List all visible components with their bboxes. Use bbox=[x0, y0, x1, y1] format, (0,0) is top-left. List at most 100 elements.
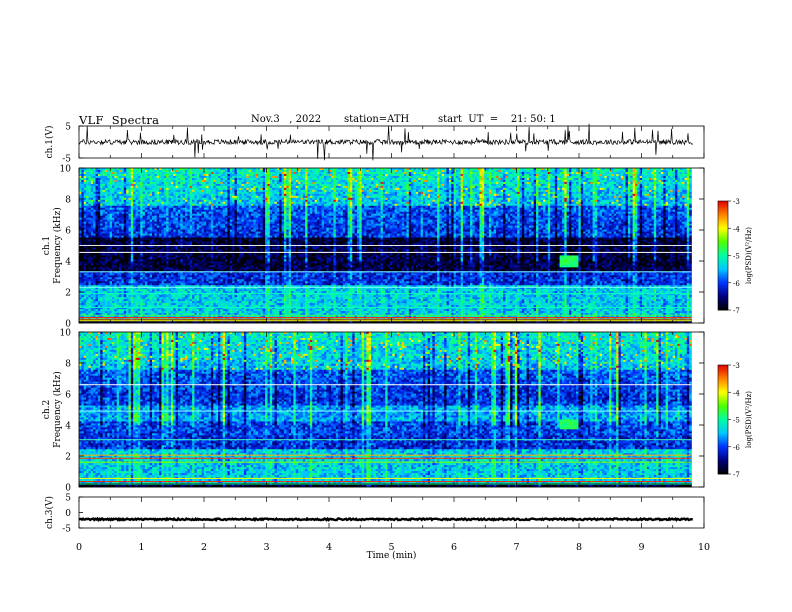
spectrogram-cell bbox=[298, 174, 301, 176]
spectrogram-cell bbox=[510, 184, 513, 186]
spectrogram-cell bbox=[190, 180, 193, 182]
spectrogram-cell bbox=[607, 172, 610, 174]
spectrogram-cell bbox=[88, 174, 91, 176]
spectrogram-cell bbox=[409, 190, 412, 192]
spectrogram-cell bbox=[152, 190, 155, 192]
spectrogram-cell bbox=[677, 184, 680, 186]
spectrogram-cell bbox=[100, 172, 103, 174]
spectrogram-cell bbox=[411, 172, 414, 174]
spectrogram-cell bbox=[352, 170, 355, 172]
spectrogram-cell bbox=[136, 172, 139, 174]
spectrogram-cell bbox=[404, 176, 407, 178]
spectrogram-cell bbox=[359, 174, 362, 176]
spectrogram-cell bbox=[152, 184, 155, 186]
spectrogram-cell bbox=[150, 186, 153, 188]
spectrogram-cell bbox=[340, 196, 343, 198]
spectrogram-cell bbox=[93, 184, 96, 186]
spectrogram-cell bbox=[169, 180, 172, 182]
spectrogram-cell bbox=[491, 192, 494, 194]
spectrogram-cell bbox=[187, 170, 190, 172]
spectrogram-cell bbox=[343, 178, 346, 180]
spectrogram-cell bbox=[140, 192, 143, 194]
spectrogram-cell bbox=[553, 174, 556, 176]
spectrogram-cell bbox=[406, 172, 409, 174]
spectrogram-cell bbox=[585, 182, 588, 184]
spectrogram-cell bbox=[180, 182, 183, 184]
spectrogram-cell bbox=[136, 194, 139, 196]
spectrogram-cell bbox=[315, 178, 318, 180]
spectrogram-cell bbox=[147, 182, 150, 184]
spectrogram-cell bbox=[145, 172, 148, 174]
spectrogram-cell bbox=[581, 184, 584, 186]
spectrogram-cell bbox=[121, 180, 124, 182]
spectrogram-cell bbox=[242, 196, 245, 198]
spectrogram-cell bbox=[225, 172, 228, 174]
spectrogram-cell bbox=[242, 184, 245, 186]
spectrogram-cell bbox=[637, 174, 640, 176]
spectrogram-cell bbox=[355, 186, 358, 188]
spectrogram-cell bbox=[350, 176, 353, 178]
spectrogram-cell bbox=[322, 176, 325, 178]
spectrogram-cell bbox=[84, 186, 87, 188]
spectrogram-cell bbox=[348, 176, 351, 178]
spectrogram-cell bbox=[555, 188, 558, 190]
spectrogram-cell bbox=[670, 182, 673, 184]
spectrogram-cell bbox=[435, 192, 438, 194]
spectrogram-cell bbox=[614, 192, 617, 194]
spectrogram-cell bbox=[289, 182, 292, 184]
spectrogram-cell bbox=[416, 190, 419, 192]
spectrogram-cell bbox=[569, 180, 572, 182]
spectrogram-cell bbox=[571, 194, 574, 196]
spectrogram-cell bbox=[423, 176, 426, 178]
spectrogram-cell bbox=[607, 170, 610, 172]
spectrogram-cell bbox=[296, 188, 299, 190]
spectrogram-cell bbox=[107, 170, 110, 172]
spectrogram-cell bbox=[131, 194, 134, 196]
spectrogram-cell bbox=[628, 176, 631, 178]
spectrogram-cell bbox=[411, 196, 414, 198]
spectrogram-cell bbox=[510, 178, 513, 180]
spectrogram-cell bbox=[529, 188, 532, 190]
spectrogram-cell bbox=[124, 188, 127, 190]
spectrogram-cell bbox=[423, 194, 426, 196]
spectrogram-cell bbox=[682, 172, 685, 174]
spectrogram-cell bbox=[491, 194, 494, 196]
spectrogram-cell bbox=[359, 186, 362, 188]
spectrogram-cell bbox=[220, 198, 223, 200]
spectrogram-cell bbox=[282, 190, 285, 192]
spectrogram-cell bbox=[272, 182, 275, 184]
spectrogram-cell bbox=[397, 190, 400, 192]
spectrogram-cell bbox=[159, 194, 162, 196]
spectrogram-cell bbox=[553, 182, 556, 184]
spectrogram-cell bbox=[550, 186, 553, 188]
spectrogram-cell bbox=[510, 194, 513, 196]
spectrogram-cell bbox=[340, 194, 343, 196]
spectrogram-cell bbox=[345, 178, 348, 180]
spectrogram-cell bbox=[515, 174, 518, 176]
spectrogram-cell bbox=[86, 176, 89, 178]
spectrogram-cell bbox=[557, 176, 560, 178]
spectrogram-cell bbox=[95, 170, 98, 172]
spectrogram-cell bbox=[510, 186, 513, 188]
spectrogram-cell bbox=[569, 192, 572, 194]
spectrogram-cell bbox=[680, 178, 683, 180]
spectrogram-cell bbox=[227, 182, 230, 184]
spectrogram-cell bbox=[633, 188, 636, 190]
spectrogram-cell bbox=[666, 182, 669, 184]
spectrogram-cell bbox=[545, 196, 548, 198]
spectrogram-cell bbox=[425, 176, 428, 178]
spectrogram-cell bbox=[392, 184, 395, 186]
spectrogram-cell bbox=[270, 198, 273, 200]
spectrogram-cell bbox=[626, 192, 629, 194]
spectrogram-cell bbox=[456, 198, 459, 200]
spectrogram-cell bbox=[463, 180, 466, 182]
spectrogram-cell bbox=[534, 170, 537, 172]
spectrogram-cell bbox=[673, 172, 676, 174]
spectrogram-cell bbox=[237, 184, 240, 186]
spectrogram-cell bbox=[512, 186, 515, 188]
spectrogram-cell bbox=[253, 186, 256, 188]
spectrogram-cell bbox=[246, 172, 249, 174]
spectrogram-cell bbox=[369, 194, 372, 196]
spectrogram-cell bbox=[630, 188, 633, 190]
